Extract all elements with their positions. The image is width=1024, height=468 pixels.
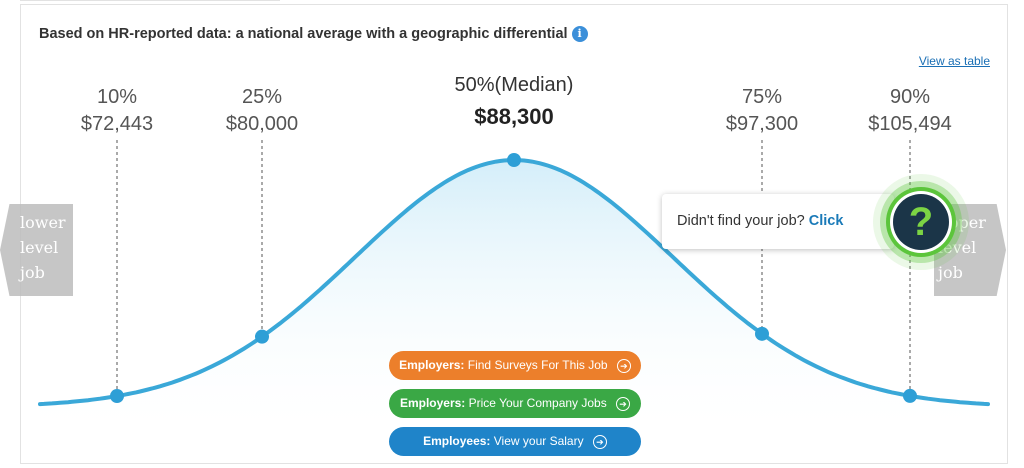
view-as-table-link[interactable]: View as table xyxy=(918,54,990,68)
percentile-10-label: 10% $72,443 xyxy=(47,84,187,138)
percentile-75-value: $97,300 xyxy=(725,113,799,135)
prompt-text: Didn't find your job? xyxy=(677,213,805,229)
percentile-25-value: $80,000 xyxy=(225,113,299,135)
btn-salary-lead: Employees: xyxy=(423,434,491,448)
upper-level-line-1: upper xyxy=(938,213,986,232)
upper-level-line-3: job xyxy=(938,263,963,282)
lower-level-line-3: job xyxy=(20,263,45,282)
btn-price-text: Price Your Company Jobs xyxy=(468,396,607,410)
percentile-25-label: 25% $80,000 xyxy=(192,84,332,138)
employers-find-surveys-button[interactable]: Employers: Find Surveys For This Job ➔ xyxy=(389,351,641,380)
p10-point xyxy=(110,389,124,404)
btn-price-lead: Employers: xyxy=(399,396,466,410)
info-icon[interactable]: i xyxy=(571,26,588,43)
btn-surveys-text: Find Surveys For This Job xyxy=(467,358,608,372)
prompt-click-link[interactable]: Click xyxy=(808,213,844,229)
lower-level-line-1: lower xyxy=(20,213,66,232)
upper-level-line-2: level xyxy=(938,238,977,257)
percentile-50-name: 50%(Median) xyxy=(454,74,574,96)
bell-curve-area xyxy=(40,160,990,440)
p90-point xyxy=(903,388,917,403)
help-question-icon[interactable]: ? xyxy=(893,194,949,250)
lower-level-line-2: level xyxy=(20,238,59,257)
arrow-right-icon: ➔ xyxy=(592,434,607,449)
btn-salary-text: View your Salary xyxy=(493,434,584,448)
employees-view-salary-button[interactable]: Employees: View your Salary ➔ xyxy=(389,427,641,456)
percentile-50-label: 50%(Median) $88,300 xyxy=(444,72,584,130)
chart-title: Based on HR-reported data: a national av… xyxy=(39,26,568,42)
percentile-75-name: 75% xyxy=(741,86,783,108)
percentile-10-value: $72,443 xyxy=(80,113,154,135)
percentile-90-name: 90% xyxy=(889,86,931,108)
percentile-25-name: 25% xyxy=(241,86,283,108)
lower-level-job-button[interactable]: lower level job xyxy=(0,204,73,296)
arrow-right-icon: ➔ xyxy=(616,396,631,411)
percentile-90-label: 90% $105,494 xyxy=(840,84,980,138)
btn-surveys-lead: Employers: xyxy=(399,358,465,372)
percentile-75-label: 75% $97,300 xyxy=(692,84,832,138)
chart-heading: Based on HR-reported data: a national av… xyxy=(39,26,588,43)
percentile-90-value: $105,494 xyxy=(868,113,952,135)
percentile-50-value: $88,300 xyxy=(474,104,554,129)
p50-point xyxy=(507,153,521,167)
tab-strip-edge xyxy=(20,0,280,6)
percentile-10-name: 10% xyxy=(96,86,138,108)
arrow-right-icon: ➔ xyxy=(616,358,631,373)
p25-point xyxy=(255,329,269,344)
find-job-prompt: Didn't find your job? Click xyxy=(662,194,894,249)
employers-price-jobs-button[interactable]: Employers: Price Your Company Jobs ➔ xyxy=(389,389,641,418)
p75-point xyxy=(755,326,769,341)
